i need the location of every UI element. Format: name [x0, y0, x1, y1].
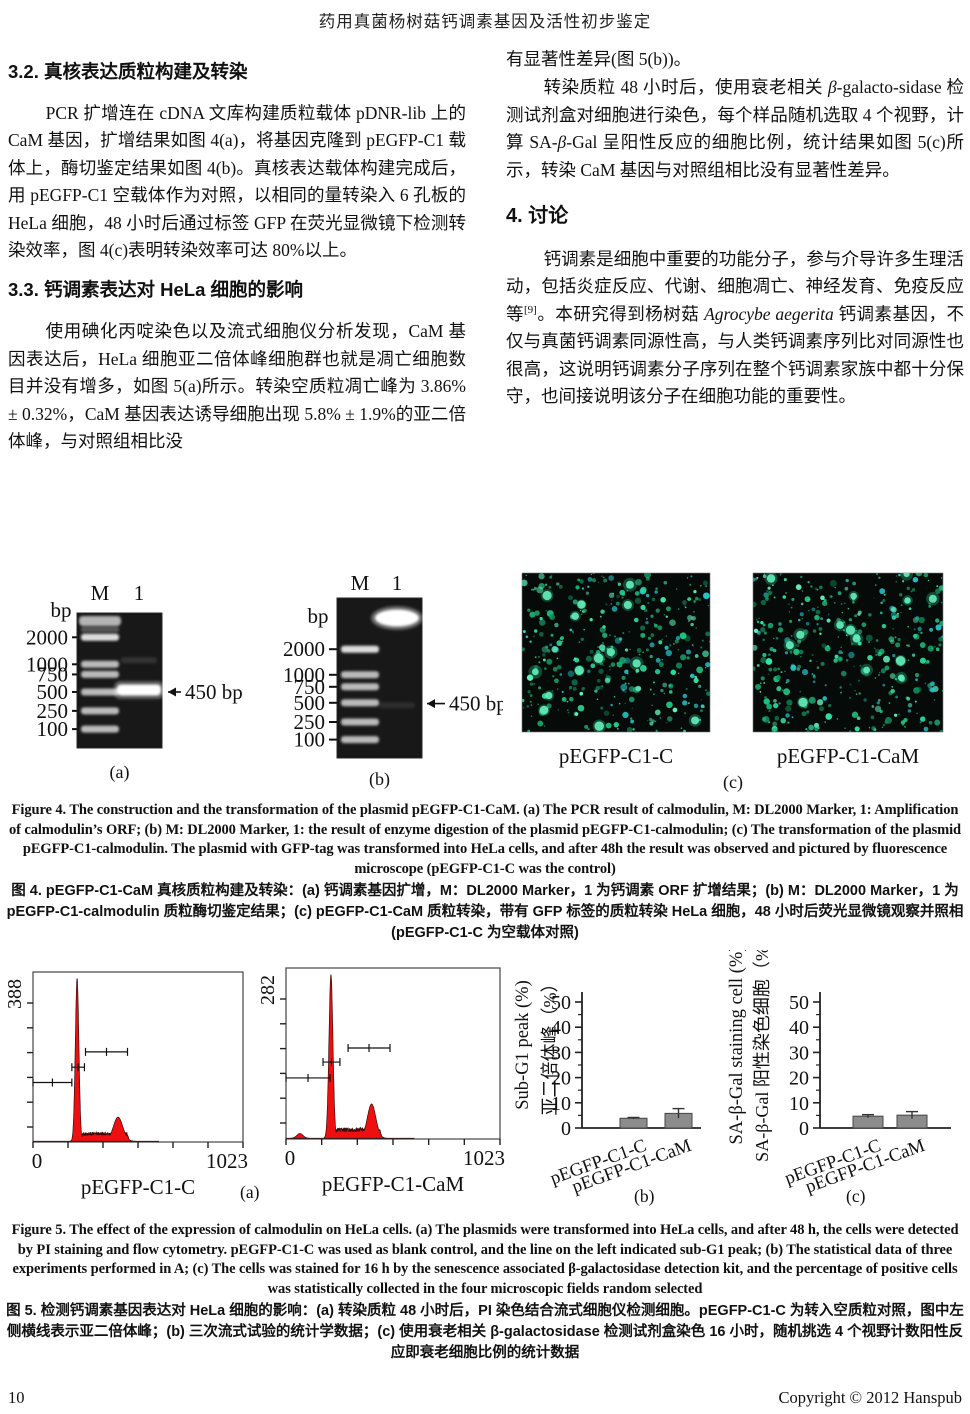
svg-text:10: 10	[551, 1093, 571, 1115]
svg-text:750: 750	[294, 675, 326, 699]
svg-text:(a): (a)	[110, 762, 130, 782]
page-number: 10	[8, 1388, 25, 1407]
svg-text:20: 20	[789, 1068, 809, 1090]
svg-text:pEGFP-C1-CaM: pEGFP-C1-CaM	[322, 1172, 465, 1196]
svg-text:500: 500	[294, 691, 326, 715]
svg-text:20: 20	[551, 1068, 571, 1090]
svg-text:30: 30	[789, 1042, 809, 1064]
svg-text:100: 100	[37, 717, 69, 741]
figure4-caption-en: Figure 4. The construction and the trans…	[8, 802, 962, 877]
copyright-notice: Copyright © 2012 Hanspub	[778, 1388, 963, 1407]
svg-text:M: M	[351, 571, 370, 595]
figure5-caption-en: Figure 5. The effect of the expression o…	[11, 1222, 959, 1297]
svg-text:50: 50	[789, 992, 809, 1014]
svg-text:SA-β-Gal staining cell (%): SA-β-Gal staining cell (%)	[727, 950, 747, 1144]
svg-text:282: 282	[258, 975, 279, 1005]
section-heading-3-3: 3.3. 钙调素表达对 HeLa 细胞的影响	[8, 279, 304, 301]
svg-text:亚二倍体峰（%）: 亚二倍体峰（%）	[540, 975, 560, 1116]
svg-text:0: 0	[285, 1146, 296, 1170]
svg-text:0: 0	[561, 1118, 571, 1140]
svg-text:pEGFP-C1-C: pEGFP-C1-C	[81, 1175, 195, 1199]
svg-text:250: 250	[37, 699, 69, 723]
figure5-panel-a-label: (a)	[240, 1182, 260, 1202]
right-column: 有显著性差异(图 5(b))。 转染质粒 48 小时后，使用衰老相关 β-gal…	[506, 46, 964, 411]
figure5-panel-b-label: (b)	[634, 1186, 655, 1206]
svg-text:750: 750	[37, 662, 69, 686]
svg-text:(b): (b)	[369, 769, 390, 790]
svg-text:pEGFP-C1-CaM: pEGFP-C1-CaM	[570, 1136, 695, 1198]
svg-text:100: 100	[294, 728, 326, 752]
flow-cytometry-plot-control: 388 0 1023 pEGFP-C1-C	[4, 971, 248, 1199]
svg-text:30: 30	[551, 1042, 571, 1064]
svg-text:388: 388	[4, 979, 26, 1009]
svg-text:250: 250	[294, 710, 326, 734]
discussion-paragraph: 钙调素是细胞中重要的功能分子，参与介导许多生理活动，包括炎症反应、代谢、细胞凋亡…	[506, 249, 965, 407]
svg-text:2000: 2000	[26, 625, 68, 649]
continuation-paragraph: 有显著性差异(图 5(b))。	[506, 49, 692, 69]
svg-text:pEGFP-C1-C: pEGFP-C1-C	[559, 744, 673, 768]
svg-text:50: 50	[551, 992, 571, 1014]
svg-text:0: 0	[799, 1118, 809, 1140]
svg-text:(c): (c)	[723, 772, 743, 793]
svg-text:450 bp: 450 bp	[449, 692, 503, 716]
section-3-3-paragraph: 使用碘化丙啶染色以及流式细胞仪分析发现，CaM 基因表达后，HeLa 细胞亚二倍…	[8, 321, 466, 452]
svg-text:1023: 1023	[463, 1146, 505, 1170]
figure4-caption-zh: 图 4. pEGFP-C1-CaM 真核质粒构建及转染：(a) 钙调素基因扩增，…	[6, 883, 964, 941]
fluorescence-micrographs: pEGFP-C1-C pEGFP-C1-CaM (c)	[521, 572, 944, 793]
figure5-caption-zh: 图 5. 检测钙调素基因表达对 HeLa 细胞的影响：(a) 转染质粒 48 小…	[6, 1303, 964, 1361]
svg-text:0: 0	[32, 1149, 43, 1173]
bar-chart-sa-b-gal: 01020304050pEGFP-C1-CpEGFP-C1-CaMSA-β-Ga…	[727, 950, 951, 1198]
section-heading-3-2: 3.2. 真核表达质粒构建及转染	[8, 61, 248, 82]
svg-text:1023: 1023	[206, 1149, 248, 1173]
left-column: 3.2. 真核表达质粒构建及转染 PCR 扩增连在 cDNA 文库构建质粒载体 …	[8, 46, 466, 456]
svg-text:1000: 1000	[26, 652, 68, 676]
svg-text:450 bp: 450 bp	[185, 680, 243, 704]
svg-text:10: 10	[789, 1093, 809, 1115]
page-title: 药用真菌杨树菇钙调素基因及活性初步鉴定	[318, 12, 652, 31]
svg-text:M: M	[91, 581, 110, 605]
svg-text:1: 1	[134, 581, 145, 605]
svg-text:bp: bp	[308, 604, 329, 628]
svg-text:40: 40	[551, 1017, 571, 1039]
svg-text:1: 1	[392, 571, 403, 595]
svg-text:pEGFP-C1-CaM: pEGFP-C1-CaM	[777, 744, 920, 768]
svg-text:1000: 1000	[283, 663, 325, 687]
svg-text:bp: bp	[51, 598, 72, 622]
senescence-paragraph: 转染质粒 48 小时后，使用衰老相关 β-galacto-sidase 检测试剂…	[506, 77, 965, 180]
svg-text:pEGFP-C1-C: pEGFP-C1-C	[782, 1136, 884, 1189]
figure5-panel-c-label: (c)	[846, 1186, 866, 1206]
svg-text:2000: 2000	[283, 637, 325, 661]
svg-text:500: 500	[37, 680, 69, 704]
section-heading-4: 4. 讨论	[506, 205, 569, 228]
section-3-2-paragraph: PCR 扩增连在 cDNA 文库构建质粒载体 pDNR-lib 上的 CaM 基…	[8, 103, 466, 261]
svg-text:SA-β-Gal 阳性染色细胞（%）: SA-β-Gal 阳性染色细胞（%）	[752, 950, 772, 1162]
svg-text:40: 40	[789, 1017, 809, 1039]
svg-text:Sub-G1 peak (%): Sub-G1 peak (%)	[513, 980, 533, 1109]
svg-text:pEGFP-C1-C: pEGFP-C1-C	[548, 1136, 650, 1189]
